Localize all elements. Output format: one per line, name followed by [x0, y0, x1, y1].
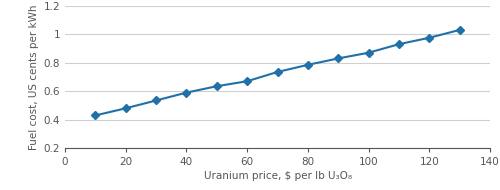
Y-axis label: Fuel cost, US cents per kWh: Fuel cost, US cents per kWh: [30, 4, 40, 150]
X-axis label: Uranium price, $ per lb U₃O₈: Uranium price, $ per lb U₃O₈: [204, 171, 352, 181]
